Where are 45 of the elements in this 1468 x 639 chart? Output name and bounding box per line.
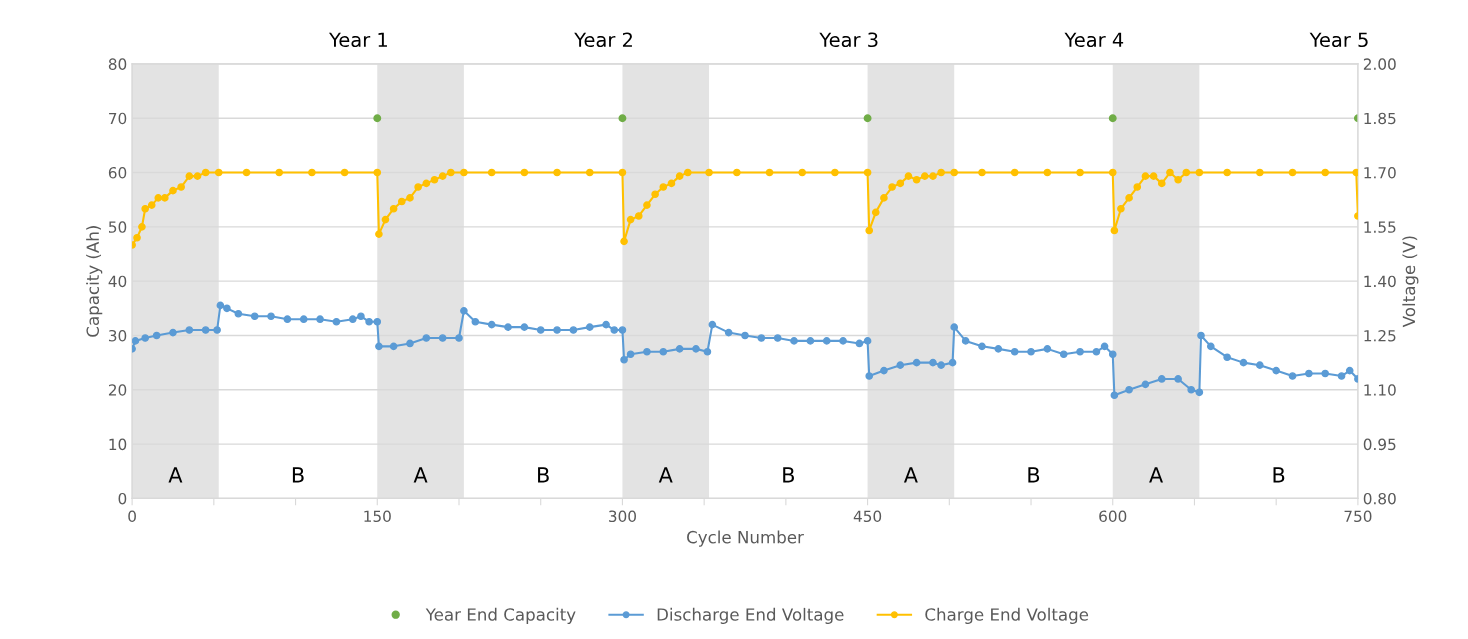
y-tick-label: 80 [108, 58, 127, 70]
y2-tick-label: 1.85 [1364, 112, 1396, 125]
y-tick-label: 60 [108, 167, 127, 179]
x-tick-label: 0 [128, 510, 136, 523]
x-tick-label: 300 [609, 510, 636, 523]
legend-label: Year End Capacity [425, 607, 576, 624]
x-tick-label: 750 [1344, 510, 1372, 523]
y-tick-label: 10 [109, 438, 127, 451]
y2-tick-label: 0.80 [1363, 492, 1396, 505]
band-label: A [903, 467, 918, 483]
y-tick-label: 20 [108, 384, 127, 396]
y-axis-title: Capacity (Ah) [86, 226, 103, 337]
annotation: B [292, 467, 304, 483]
y2-tick-label: 1.55 [1364, 221, 1396, 233]
annotation: B [1028, 467, 1040, 483]
y-tick-label: 30 [108, 329, 127, 342]
y-tick-label: 50 [109, 221, 127, 233]
text: Year 5 [1309, 32, 1368, 48]
y2-tick-label: 1.70 [1364, 167, 1396, 179]
band-label: A [1149, 467, 1164, 483]
y2-axis-title: Voltage (V) [1402, 236, 1419, 328]
y2-tick-label: 1.10 [1364, 384, 1396, 396]
annotation: B [538, 467, 549, 483]
y2-tick-label: 1.25 [1364, 329, 1396, 342]
x-axis-title: Cycle Number [687, 530, 804, 547]
band-label: A [413, 467, 428, 483]
y-tick-label: 40 [108, 275, 127, 288]
legend-label: Charge End Voltage [925, 607, 1089, 624]
y2-tick-label: 1.40 [1364, 275, 1396, 288]
annotation: B [1273, 467, 1285, 483]
band-label: A [658, 467, 673, 483]
y-tick-label: 70 [109, 112, 127, 125]
y2-tick-label: 0.95 [1363, 438, 1396, 451]
x-tick-label: 450 [853, 510, 882, 523]
legend-label: Discharge End Voltage [657, 607, 844, 624]
annotation: B [783, 467, 794, 483]
text: Year 1 [328, 32, 387, 48]
text: Year 3 [819, 32, 878, 48]
y2-tick-label: 2.00 [1363, 58, 1396, 70]
y-tick-label: 0 [118, 492, 127, 505]
band-label: A [168, 467, 183, 483]
text: Year 2 [574, 32, 632, 48]
x-tick-label: 150 [364, 510, 391, 523]
text: Year 4 [1064, 32, 1124, 48]
x-tick-label: 600 [1099, 510, 1127, 523]
